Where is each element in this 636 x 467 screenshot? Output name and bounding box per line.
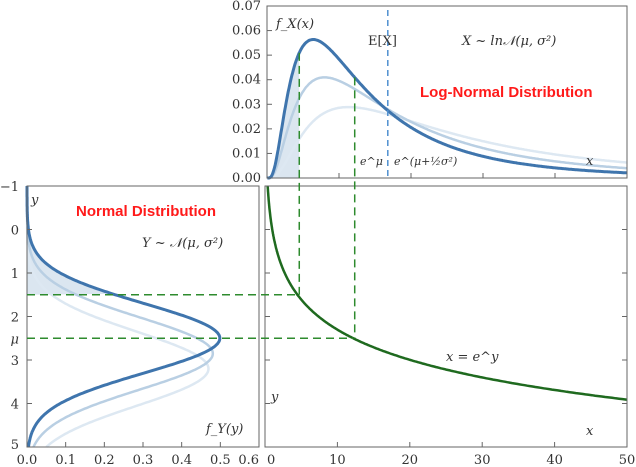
fy-label: f_Y(y) xyxy=(205,422,243,437)
y-label-main: y xyxy=(270,390,279,405)
normal-panel: −1 0 1 2 μ 3 4 50.0 0.1 0.2 0.3 0.4 0.5 0.6 xyxy=(0,180,260,467)
y-tick-label: 0.04 xyxy=(232,73,261,88)
y-tick-label: 0.05 xyxy=(232,48,261,63)
x-tick-label: 40 xyxy=(546,453,563,467)
lognormal-title: Log-Normal Distribution xyxy=(420,84,593,101)
transform-panel: 0 10 20 30 40 50 xyxy=(264,185,636,467)
x-tick-label: 0.4 xyxy=(171,453,192,467)
y-tick-label: 0.07 xyxy=(232,0,261,14)
x-label-top: x xyxy=(586,154,594,169)
y-tick-label: 2 xyxy=(11,311,19,326)
x-label-main: x xyxy=(586,424,594,439)
lognormal-curve-0 xyxy=(267,38,627,180)
normal-shaded-area xyxy=(27,186,113,295)
lognormal-panel: 0.00 0.01 0.02 0.03 0.04 0.05 0.06 0.07 xyxy=(232,0,628,186)
y-label-left: y xyxy=(30,193,39,208)
x-tick-label: 0 xyxy=(267,453,275,467)
y-tick-label: 0.00 xyxy=(232,171,261,186)
y-tick-label: 0.06 xyxy=(232,24,261,39)
x-tick-label: 30 xyxy=(474,453,491,467)
emu-label: e^μ xyxy=(360,155,383,168)
normal-curve-0 xyxy=(25,186,222,448)
y-tick-label: 1 xyxy=(11,267,19,282)
normal-title: Normal Distribution xyxy=(76,203,216,220)
lognormal-curve-2 xyxy=(267,105,627,180)
normal-legend: Y ~ 𝒩(μ, σ²) xyxy=(142,236,223,251)
mean-label: E[X] xyxy=(368,34,397,49)
transform-curve xyxy=(266,186,628,401)
lognormal-curve-1 xyxy=(267,76,627,180)
transform-curve-label: x = e^y xyxy=(446,350,499,365)
y-tick-label: 0 xyxy=(11,224,19,239)
y-tick-label: 4 xyxy=(11,398,19,413)
fx-label: f_X(x) xyxy=(275,17,314,32)
y-tick-label: 5 xyxy=(11,438,19,453)
x-tick-label: 0.5 xyxy=(210,453,231,467)
x-tick-label: 0.6 xyxy=(238,453,259,467)
x-tick-label: 50 xyxy=(619,453,636,467)
x-tick-label: 10 xyxy=(329,453,346,467)
y-tick-label: −1 xyxy=(0,180,19,195)
y-tick-label: 3 xyxy=(11,354,19,369)
x-tick-label: 0.0 xyxy=(17,453,38,467)
y-tick-label: μ xyxy=(11,332,19,347)
normal-frame xyxy=(26,185,260,448)
x-tick-label: 20 xyxy=(402,453,419,467)
y-tick-label: 0.03 xyxy=(232,97,261,112)
lognormal-frame xyxy=(266,5,628,179)
y-tick-label: 0.01 xyxy=(232,146,261,161)
x-tick-label: 0.1 xyxy=(55,453,76,467)
lognormal-legend: X ~ ln𝒩(μ, σ²) xyxy=(461,34,556,49)
emean-label: e^(μ+½σ²) xyxy=(394,155,457,168)
x-tick-label: 0.2 xyxy=(94,453,115,467)
x-tick-label: 0.3 xyxy=(133,453,154,467)
y-tick-label: 0.02 xyxy=(232,122,261,137)
